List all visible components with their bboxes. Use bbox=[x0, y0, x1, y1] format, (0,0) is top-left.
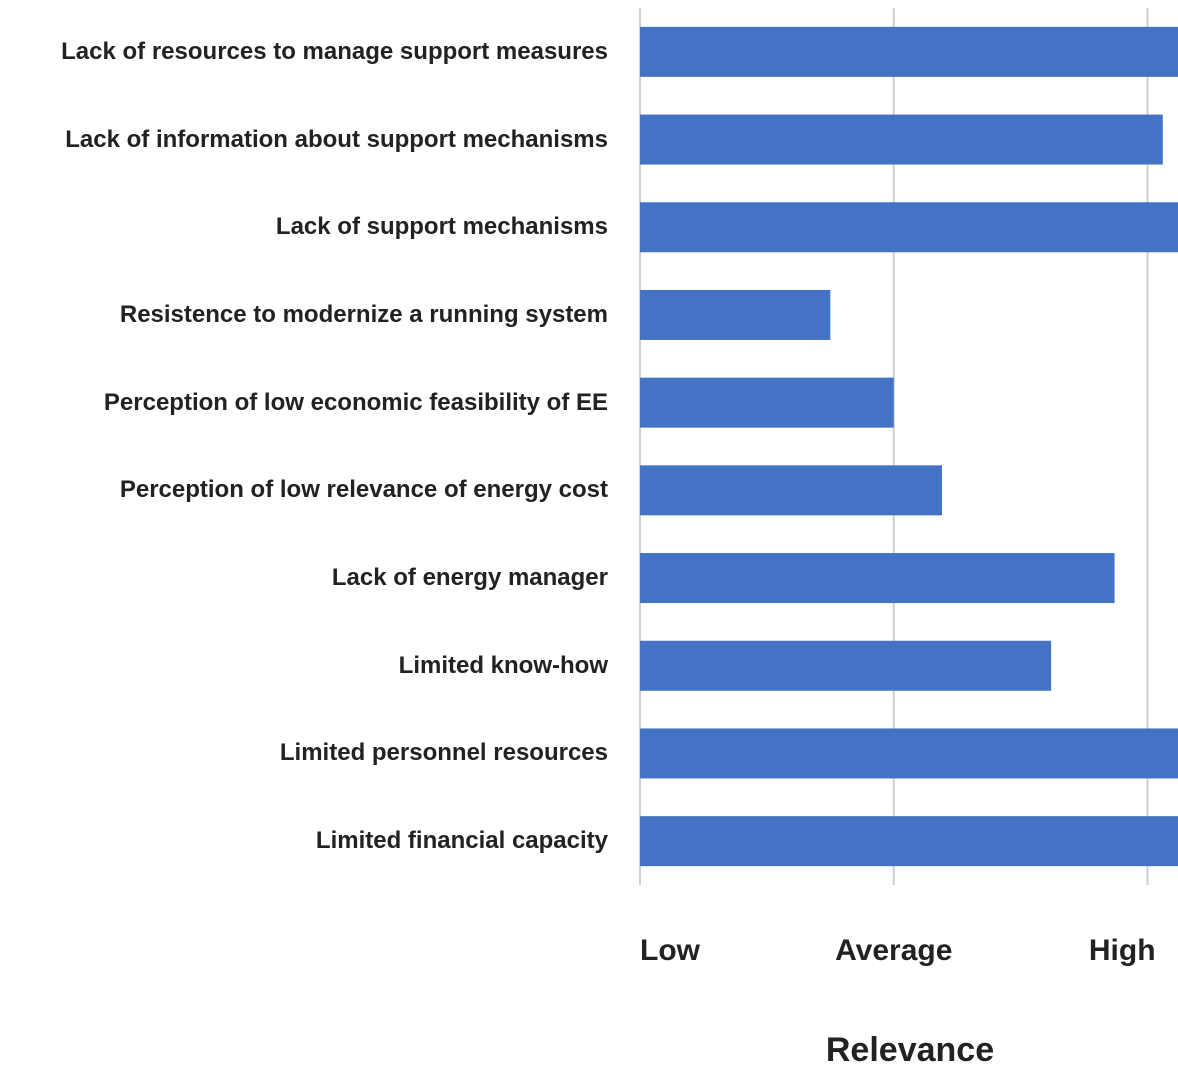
y-tick-label-box: Resistence to modernize a running system bbox=[8, 275, 608, 355]
y-tick-label: Limited know-how bbox=[398, 651, 608, 679]
y-tick-label-box: Limited financial capacity bbox=[8, 801, 608, 881]
x-axis-title: Relevance bbox=[826, 1031, 994, 1068]
bar bbox=[640, 816, 1178, 867]
y-tick-label: Lack of resources to manage support meas… bbox=[61, 37, 608, 65]
bar bbox=[640, 728, 1178, 779]
y-tick-label: Limited personnel resources bbox=[279, 739, 608, 767]
y-tick-label-box: Perception of low economic feasibility o… bbox=[8, 363, 608, 443]
bar bbox=[640, 465, 942, 516]
x-tick-label: Average bbox=[835, 934, 952, 967]
bar bbox=[640, 26, 1178, 77]
y-tick-label: Perception of low economic feasibility o… bbox=[103, 388, 608, 416]
bar bbox=[640, 377, 894, 428]
y-tick-label-box: Perception of low relevance of energy co… bbox=[8, 450, 608, 530]
y-tick-label-box: Limited know-how bbox=[8, 626, 608, 706]
y-tick-label: Lack of support mechanisms bbox=[275, 213, 608, 241]
y-tick-label-box: Limited personnel resources bbox=[8, 713, 608, 793]
bar bbox=[640, 114, 1163, 165]
y-tick-label: Lack of information about support mechan… bbox=[65, 125, 608, 153]
y-tick-label: Lack of energy manager bbox=[331, 564, 608, 592]
y-tick-label-box: Lack of energy manager bbox=[8, 538, 608, 618]
y-tick-label: Resistence to modernize a running system bbox=[119, 300, 608, 328]
y-tick-label: Limited financial capacity bbox=[315, 827, 608, 855]
bar bbox=[640, 202, 1178, 253]
y-tick-label-box: Lack of information about support mechan… bbox=[8, 100, 608, 180]
y-tick-label-box: Lack of resources to manage support meas… bbox=[8, 12, 608, 92]
bar bbox=[640, 553, 1115, 604]
bar bbox=[640, 640, 1052, 691]
y-tick-label-box: Lack of support mechanisms bbox=[8, 187, 608, 267]
y-tick-label: Perception of low relevance of energy co… bbox=[119, 476, 608, 504]
bar bbox=[640, 289, 831, 340]
x-tick-label: Low bbox=[640, 934, 701, 967]
x-tick-label: High bbox=[1089, 934, 1156, 967]
